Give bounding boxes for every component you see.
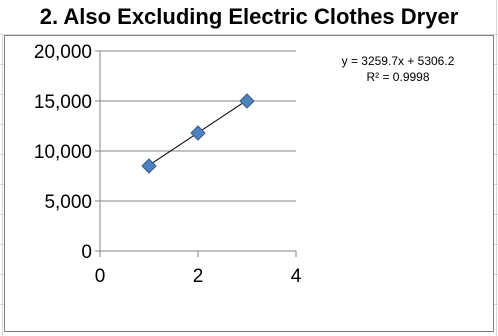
chart-area[interactable]: 0 5,000 10,000 15,000 20,000 0 2 4 y = 3259.7x +…: [4, 35, 494, 332]
y-tick-label: 0: [81, 242, 92, 263]
trendline-equation: y = 3259.7x + 5306.2: [342, 54, 455, 68]
page-title: 2. Also Excluding Electric Clothes Dryer: [2, 0, 496, 34]
data-point: [190, 125, 206, 141]
y-tick-label: 10,000: [34, 142, 92, 163]
x-tick-label: 0: [95, 266, 106, 287]
y-tick-label: 5,000: [44, 192, 92, 213]
r-squared-label: R² = 0.9998: [366, 70, 429, 84]
data-point: [239, 93, 255, 109]
y-tick-label: 20,000: [34, 42, 92, 63]
x-tick-label: 2: [193, 266, 204, 287]
x-tick-label: 4: [291, 266, 302, 287]
scatter-chart: 0 5,000 10,000 15,000 20,000 0 2 4 y = 3259.7x +…: [34, 42, 455, 287]
data-point: [141, 158, 157, 174]
y-tick-label: 15,000: [34, 92, 92, 113]
